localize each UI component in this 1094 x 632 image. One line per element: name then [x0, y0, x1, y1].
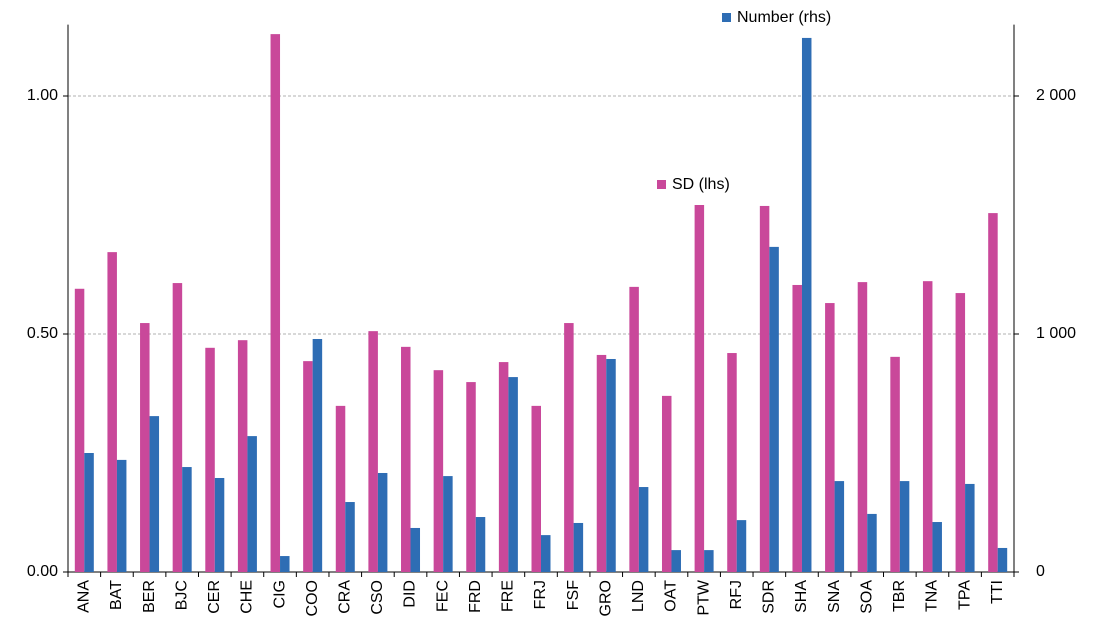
- x-tick-label: TPA: [956, 580, 973, 610]
- bar: [704, 550, 714, 572]
- y-tick-label: 0.00: [27, 563, 58, 580]
- bar: [182, 467, 192, 572]
- x-tick-label: SHA: [793, 580, 810, 613]
- x-tick-label: CHE: [239, 580, 256, 614]
- bar: [303, 361, 313, 572]
- x-tick-label: GRO: [597, 580, 614, 616]
- bar: [401, 346, 411, 572]
- bar: [280, 556, 290, 572]
- bar: [107, 252, 117, 573]
- x-tick-label: FRE: [500, 580, 517, 612]
- bar: [606, 358, 616, 572]
- bar: [475, 517, 486, 572]
- bar: [988, 213, 998, 572]
- legend-swatch: [722, 13, 731, 22]
- x-tick-label: BER: [141, 580, 158, 613]
- bar: [825, 303, 835, 572]
- y-tick-label: 0.50: [27, 325, 58, 342]
- bar: [661, 395, 672, 572]
- x-tick-label: FRD: [467, 580, 484, 613]
- bar: [335, 405, 346, 572]
- bar: [769, 246, 779, 572]
- x-tick-label: DID: [402, 580, 419, 608]
- bar: [834, 481, 845, 572]
- x-tick-label: FSF: [565, 580, 582, 610]
- bar: [759, 205, 770, 572]
- bar: [312, 338, 323, 572]
- bar: [922, 281, 933, 572]
- x-tick-label: COO: [304, 580, 321, 616]
- bar: [498, 362, 509, 572]
- bar: [890, 356, 900, 572]
- bar: [932, 522, 942, 572]
- bar: [638, 487, 649, 572]
- y2-tick-label: 1 000: [1036, 325, 1076, 342]
- x-tick-label: TNA: [924, 580, 941, 612]
- bar: [965, 483, 975, 572]
- y2-tick-label: 0: [1036, 563, 1045, 580]
- bar: [172, 283, 183, 572]
- bar: [801, 37, 812, 573]
- x-tick-label: TTI: [989, 580, 1006, 604]
- bar: [792, 284, 802, 572]
- bar: [531, 405, 541, 572]
- bar: [573, 522, 584, 572]
- x-tick-label: BAT: [108, 580, 125, 610]
- bar: [237, 340, 248, 572]
- x-tick-label: ANA: [76, 580, 93, 613]
- bar: [270, 34, 281, 573]
- y-tick-label: 1.00: [27, 87, 58, 104]
- bar: [149, 416, 160, 572]
- bar: [116, 459, 127, 572]
- bar: [727, 353, 737, 572]
- bar: [596, 354, 607, 572]
- bar: [694, 205, 705, 572]
- legend-label: SD (lhs): [672, 176, 730, 193]
- y2-tick-label: 2 000: [1036, 87, 1076, 104]
- bar: [736, 520, 747, 572]
- bar: [140, 323, 150, 572]
- x-tick-label: TBR: [891, 580, 908, 612]
- x-tick-label: OAT: [663, 580, 680, 612]
- bar: [377, 472, 388, 572]
- x-tick-label: CER: [206, 580, 223, 614]
- bar: [443, 476, 453, 572]
- bar: [214, 477, 225, 572]
- legend-label: Number (rhs): [737, 9, 831, 26]
- bar: [74, 288, 85, 572]
- x-tick-label: FEC: [434, 580, 451, 612]
- x-tick-label: SDR: [761, 580, 778, 614]
- x-tick-label: SNA: [826, 580, 843, 613]
- bar: [857, 282, 868, 572]
- bar: [867, 513, 877, 572]
- bar: [345, 502, 355, 572]
- bar: [899, 481, 910, 572]
- x-tick-label: PTW: [695, 579, 712, 615]
- bar: [247, 436, 257, 572]
- x-tick-label: LND: [630, 580, 647, 612]
- bar: [508, 377, 518, 572]
- bar: [368, 331, 378, 572]
- bar: [997, 547, 1008, 572]
- legend-swatch: [657, 180, 666, 189]
- bar: [433, 370, 444, 572]
- bar: [955, 293, 966, 572]
- bar: [541, 535, 551, 572]
- x-tick-label: FRJ: [532, 580, 549, 609]
- bar: [84, 453, 94, 572]
- bar: [466, 382, 476, 572]
- x-tick-label: CRA: [336, 580, 353, 614]
- bar: [671, 550, 681, 572]
- x-tick-label: SOA: [858, 580, 875, 614]
- bar: [564, 323, 574, 572]
- x-tick-label: RFJ: [728, 580, 745, 609]
- x-tick-label: BJC: [173, 580, 190, 610]
- x-tick-label: CIG: [271, 580, 288, 608]
- bar: [205, 347, 215, 572]
- x-tick-label: CSO: [369, 580, 386, 615]
- bar: [410, 527, 421, 572]
- bar: [629, 286, 639, 572]
